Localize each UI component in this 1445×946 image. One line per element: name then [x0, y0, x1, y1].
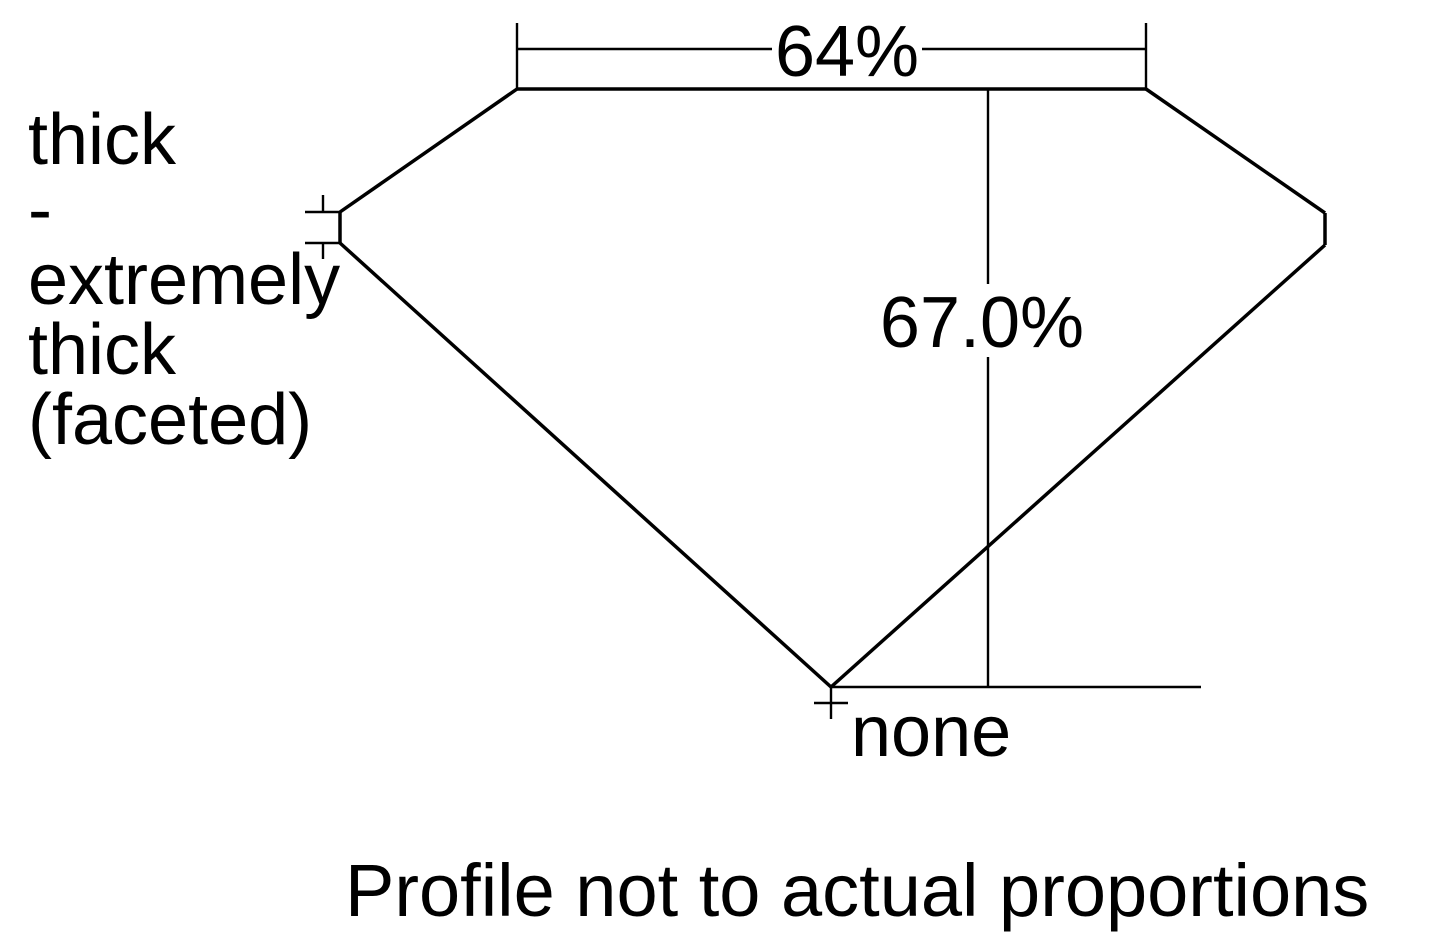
girdle-thickness-line-4: thick — [28, 310, 177, 390]
pavilion-left-line — [338, 241, 833, 689]
depth-percentage-label: 67.0% — [879, 283, 1085, 363]
girdle-thickness-line-5: (faceted) — [28, 380, 313, 460]
girdle-thickness-line-1: thick — [28, 100, 177, 180]
proportions-footnote: Profile not to actual proportions — [345, 849, 1370, 932]
girdle-thickness-line-2: - — [28, 170, 52, 250]
pavilion-right-line — [829, 243, 1327, 689]
crown-right-line — [1145, 87, 1326, 215]
girdle-thickness-line-3: extremely — [28, 240, 341, 320]
culet-size-label: none — [851, 692, 1012, 772]
girdle-thickness-label: thick - extremely thick (faceted) — [28, 100, 341, 460]
table-percentage-label: 64% — [774, 12, 920, 92]
crown-left-line — [339, 87, 518, 214]
